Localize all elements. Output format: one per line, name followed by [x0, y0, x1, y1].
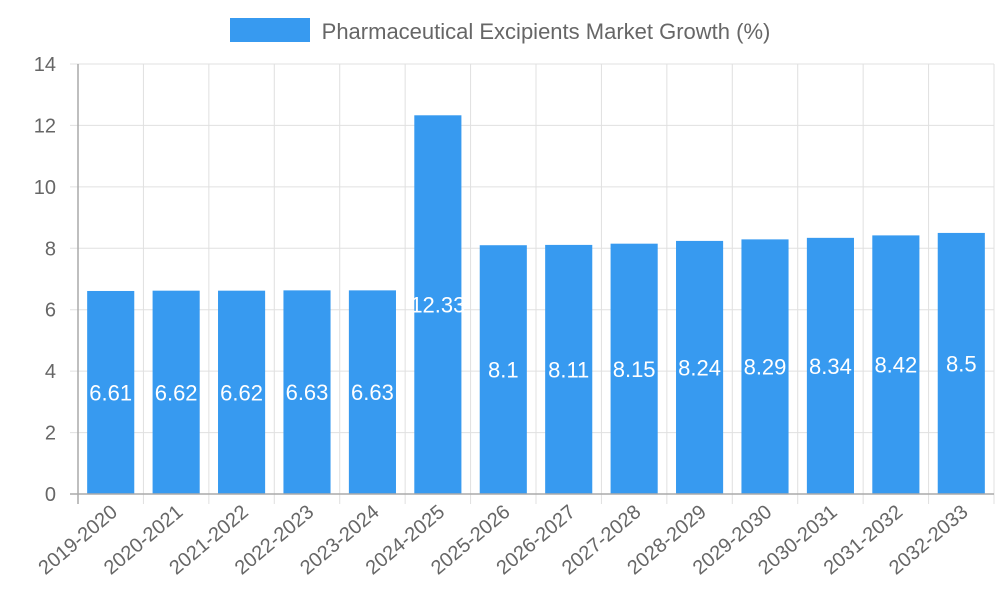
bar-value-label: 8.1 [488, 358, 519, 383]
bar-value-label: 8.5 [946, 351, 977, 376]
bar-value-label: 8.15 [613, 357, 656, 382]
bar-value-label: 8.34 [809, 354, 852, 379]
bar-value-label: 6.62 [220, 380, 263, 405]
bars: 6.61 6.62 6.62 6.63 6.63 12.33 8.1 8.11 8.15 8.24… [87, 115, 985, 495]
bar [283, 290, 331, 494]
bar [806, 237, 854, 495]
bar-value-label: 8.11 [548, 357, 589, 382]
bar [610, 243, 658, 494]
y-tick-label: 4 [45, 361, 56, 383]
bar [545, 244, 593, 494]
y-tick-label: 10 [34, 177, 56, 199]
bar-value-label: 8.42 [874, 353, 917, 378]
bar-value-label: 8.29 [744, 355, 787, 380]
bar [348, 290, 396, 494]
y-tick-label: 6 [45, 300, 56, 322]
bar [872, 235, 920, 494]
legend-swatch [229, 18, 310, 43]
bar [676, 240, 724, 494]
bar [87, 290, 135, 494]
grid-lines [70, 63, 995, 504]
y-tick-label: 14 [34, 54, 56, 76]
bar-value-label: 8.24 [678, 355, 721, 380]
bar-value-label: 6.63 [286, 380, 329, 405]
bar [479, 245, 527, 494]
y-tick-label: 12 [34, 115, 56, 137]
bar [414, 115, 462, 495]
y-tick-label: 2 [45, 423, 56, 445]
y-tick-label: 0 [45, 484, 56, 506]
bar-value-label: 6.62 [155, 380, 198, 405]
legend-label: Pharmaceutical Excipients Market Growth … [321, 19, 771, 44]
bar-value-label: 12.33 [410, 293, 465, 318]
bar [937, 232, 985, 494]
chart-legend[interactable]: Pharmaceutical Excipients Market Growth … [0, 18, 1000, 45]
bar-value-label: 6.61 [89, 380, 132, 405]
bar [741, 239, 789, 494]
bar-value-label: 6.63 [351, 380, 394, 405]
bar [152, 290, 200, 494]
bar [218, 290, 266, 494]
y-tick-label: 8 [45, 238, 56, 260]
